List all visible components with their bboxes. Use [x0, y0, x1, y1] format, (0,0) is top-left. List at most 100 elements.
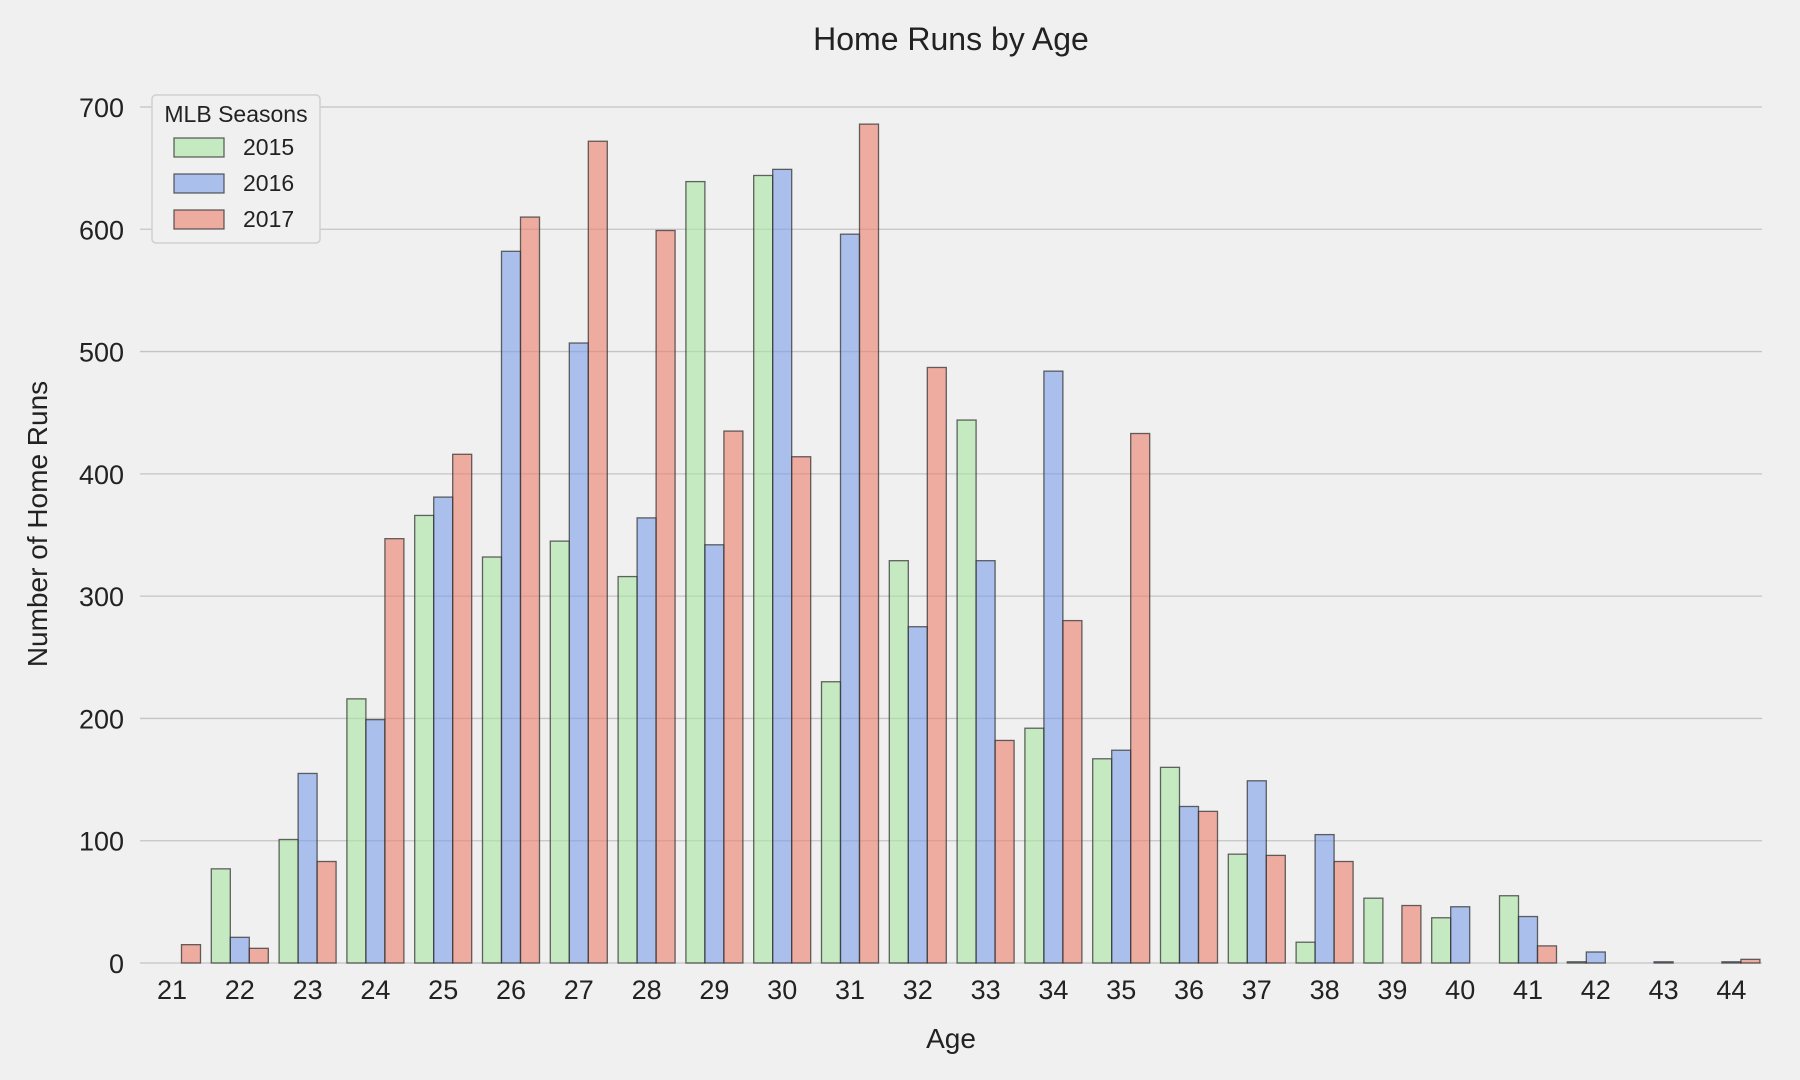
bar-2015-age-24: [346, 698, 367, 964]
x-tick-label-41: 41: [1513, 975, 1543, 1005]
bar-2015-age-42: [1566, 961, 1587, 964]
bar-2016-age-40: [1450, 906, 1471, 964]
x-tick-label-43: 43: [1649, 975, 1679, 1005]
bar-2016-age-41: [1517, 915, 1539, 964]
bar-2016-age-43: [1653, 961, 1674, 964]
x-tick-label-40: 40: [1445, 975, 1475, 1005]
bar-2015-age-25: [414, 514, 435, 964]
x-axis-label: Age: [926, 1023, 976, 1054]
x-tick-label-24: 24: [360, 975, 390, 1005]
bar-2015-age-29: [685, 180, 706, 964]
x-tick-label-44: 44: [1716, 975, 1746, 1005]
x-tick-label-37: 37: [1242, 975, 1272, 1005]
bar-2015-age-26: [481, 556, 503, 964]
bar-2017-age-39: [1401, 904, 1422, 964]
bar-2016-age-23: [297, 772, 318, 964]
bar-2015-age-33: [956, 419, 977, 964]
x-tick-label-21: 21: [157, 975, 187, 1005]
x-tick-label-33: 33: [971, 975, 1001, 1005]
x-tick-label-35: 35: [1106, 975, 1136, 1005]
legend: MLB Seasons 2015 2016 2017: [151, 94, 321, 244]
bar-2015-age-38: [1295, 941, 1316, 964]
bar-2017-age-33: [994, 739, 1015, 964]
y-tick-label-700: 700: [79, 93, 124, 123]
bar-2017-age-25: [452, 453, 473, 964]
x-tick-label-22: 22: [225, 975, 255, 1005]
legend-swatch-2017: [173, 209, 225, 230]
bar-2016-age-29: [704, 544, 725, 964]
x-tick-label-29: 29: [699, 975, 729, 1005]
bar-2016-age-32: [907, 626, 928, 964]
legend-swatch-2016: [173, 173, 225, 194]
bar-2017-age-36: [1197, 810, 1219, 964]
y-tick-label-300: 300: [79, 582, 124, 612]
bars: [180, 123, 1761, 964]
x-tick-label-26: 26: [496, 975, 526, 1005]
y-tick-label-600: 600: [79, 215, 124, 245]
y-tick-label-0: 0: [109, 949, 124, 979]
bar-2015-age-28: [617, 575, 638, 964]
bar-2017-age-30: [791, 456, 812, 964]
legend-label-2016: 2016: [243, 170, 294, 196]
x-tick-label-39: 39: [1377, 975, 1407, 1005]
x-tick-label-36: 36: [1174, 975, 1204, 1005]
bar-2015-age-31: [820, 681, 842, 964]
bar-2017-age-23: [316, 860, 337, 964]
bar-2015-age-35: [1092, 758, 1113, 964]
legend-title: MLB Seasons: [164, 101, 307, 127]
bar-2015-age-23: [278, 838, 299, 964]
bar-2017-age-41: [1536, 945, 1558, 964]
x-tick-label-25: 25: [428, 975, 458, 1005]
y-tick-labels: 0 100 200 300 400 500 600 700: [79, 93, 124, 979]
bar-2015-age-39: [1363, 897, 1384, 964]
bar-2016-age-24: [365, 719, 386, 964]
gridlines: [140, 106, 1762, 964]
bar-2016-age-36: [1178, 805, 1200, 964]
bar-2017-age-34: [1062, 619, 1083, 964]
bar-2016-age-30: [772, 168, 793, 964]
x-tick-label-30: 30: [767, 975, 797, 1005]
x-tick-label-23: 23: [293, 975, 323, 1005]
bar-2017-age-28: [655, 229, 676, 964]
legend-label-2015: 2015: [243, 134, 294, 160]
bar-2016-age-44: [1721, 961, 1742, 964]
bar-2017-age-21: [180, 944, 202, 964]
bar-2017-age-29: [723, 430, 744, 964]
x-tick-label-28: 28: [632, 975, 662, 1005]
x-tick-labels: 21 22 23 24 25 26 27 28 29 30 31 32 33 34 35 36 37 38 39 40…: [157, 975, 1746, 1005]
bar-2016-age-38: [1314, 833, 1335, 964]
x-tick-label-34: 34: [1038, 975, 1068, 1005]
y-tick-label-200: 200: [79, 704, 124, 734]
bar-2017-age-24: [384, 538, 405, 964]
bar-2017-age-31: [858, 123, 880, 964]
legend-items: 2015 2016 2017: [173, 134, 294, 232]
bar-2016-age-27: [568, 342, 589, 964]
bar-2015-age-27: [549, 540, 570, 964]
bar-2017-age-32: [926, 366, 947, 964]
legend-frame: [151, 94, 321, 244]
bar-2017-age-35: [1130, 432, 1151, 964]
bar-2015-age-30: [753, 174, 774, 964]
x-tick-label-32: 32: [903, 975, 933, 1005]
bar-2015-age-41: [1498, 895, 1520, 964]
bar-2015-age-22: [210, 868, 231, 964]
bar-2015-age-37: [1227, 853, 1248, 964]
bar-2017-age-37: [1265, 854, 1286, 964]
x-tick-label-42: 42: [1581, 975, 1611, 1005]
y-tick-label-100: 100: [79, 827, 124, 857]
bar-2016-age-35: [1111, 749, 1132, 964]
bar-2016-age-28: [636, 517, 657, 964]
bar-2016-age-37: [1246, 780, 1267, 964]
y-tick-label-500: 500: [79, 338, 124, 368]
bar-2017-age-27: [587, 140, 608, 964]
bar-2016-age-31: [839, 233, 861, 964]
y-axis-label: Number of Home Runs: [22, 381, 53, 667]
bar-2016-age-42: [1585, 951, 1606, 964]
x-tick-label-27: 27: [564, 975, 594, 1005]
bar-2017-age-38: [1333, 860, 1354, 964]
bar-2015-age-34: [1024, 727, 1045, 964]
y-tick-label-400: 400: [79, 460, 124, 490]
bar-2015-age-36: [1159, 766, 1181, 964]
